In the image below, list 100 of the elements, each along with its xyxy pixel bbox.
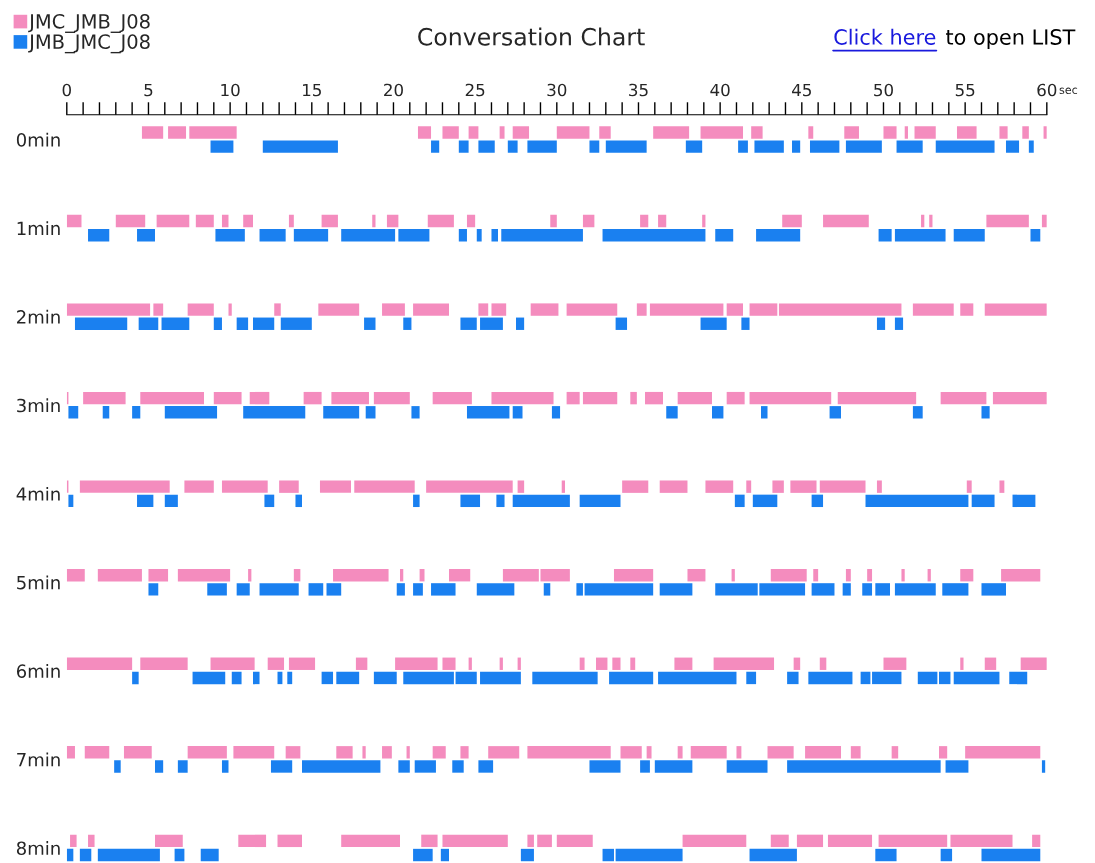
bar [1028,140,1034,153]
text: Click here [834,28,936,45]
bar [478,303,489,316]
y-tick-label: 4min [16,486,60,501]
bar [132,406,141,419]
x-tick-label: 55 [955,83,975,97]
bar [589,140,600,153]
bar [646,746,652,759]
bar [123,746,152,759]
bar [413,494,420,508]
bar [382,746,392,759]
bar [823,214,869,228]
bar [452,760,464,773]
bar [70,834,77,848]
bar [432,391,472,405]
bar [187,303,214,316]
bar [984,303,1047,316]
bar [862,583,873,596]
bar [210,657,255,670]
bar [940,848,953,862]
bar [805,746,842,759]
bar [813,569,819,582]
bar [249,391,270,405]
bar [413,848,433,862]
bar [468,657,472,670]
bar [939,746,948,759]
bar [891,746,899,759]
y-tick-label: 0min [16,132,60,147]
bar [221,480,268,493]
bar [177,760,188,773]
bar [960,303,974,316]
bar [850,746,861,759]
bar [468,126,479,139]
bar [1005,140,1020,153]
bar [630,391,637,405]
bar [731,569,735,582]
bar [499,657,503,670]
bar [491,229,499,242]
bar [499,126,505,139]
bar [811,583,835,596]
bar [403,317,412,330]
bar [417,126,432,139]
bar [140,657,188,670]
bar [460,317,477,330]
bar [79,848,92,862]
bar [551,406,561,419]
bar [811,494,824,508]
bar [243,214,253,228]
bar [318,303,360,316]
bar [945,760,969,773]
bar [640,760,650,773]
bar [458,229,467,242]
bar [168,126,187,139]
bar [491,391,554,405]
bar [161,317,190,330]
bar [690,746,727,759]
bar [319,480,351,493]
chart-title: Conversation Chart [418,27,645,46]
bar [792,140,801,153]
bar [640,214,649,228]
bar [942,583,969,596]
bar [221,760,229,773]
bar [288,214,294,228]
bar [878,229,892,242]
bar [659,480,688,493]
bar [458,140,469,153]
bar [137,494,154,508]
bar [605,140,647,153]
bar [155,760,164,773]
bar [414,760,436,773]
bar [756,229,801,242]
bar [491,303,507,316]
bar [243,406,306,419]
bar [88,229,110,242]
bar [566,303,618,316]
bar [156,214,190,228]
bar [442,126,459,139]
bar [894,583,936,596]
bar [431,583,456,596]
bar [270,760,293,773]
bar [935,140,995,153]
bar [566,391,580,405]
bar [896,140,923,153]
bar [939,671,951,685]
bar [66,746,75,759]
bar [476,229,482,242]
bar [88,834,95,848]
bar [654,760,693,773]
bar [66,214,82,228]
bar [700,317,727,330]
bar [476,583,515,596]
bar [875,583,891,596]
bar [97,848,160,862]
bar [1022,126,1029,139]
bar [556,126,590,139]
x-tick-label: 10 [221,83,240,97]
bar [295,494,302,508]
bar [527,140,557,153]
bar [267,657,285,670]
bar [480,317,503,330]
